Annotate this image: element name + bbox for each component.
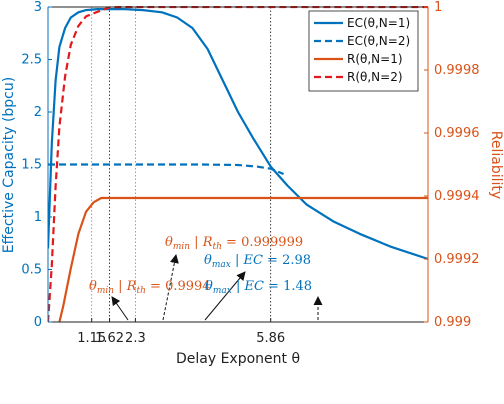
annotation-symbol: θ (204, 253, 212, 268)
x-tick-label: 2.3 (125, 331, 146, 346)
annotation-subscript: max (212, 260, 231, 270)
tick-labels: 0 0.5 1 1.5 2 2.5 3 0.999 0.9992 0.9994 0.9996 0.99… (21, 0, 479, 346)
y-left-tick-label: 2 (34, 105, 42, 120)
annotation-text: θmin | Rth = 0.9994 (89, 279, 211, 296)
annotation-symbol: θ (165, 235, 173, 250)
y-left-tick-label: 1.5 (21, 158, 42, 173)
legend-label: R(θ,N=2) (347, 70, 403, 84)
y-left-axis-label: Effective Capacity (bpcu) (1, 77, 17, 253)
annotation-arrow (162, 254, 179, 321)
annotation-condition: | (232, 279, 245, 294)
annotation-text: θmax | EC = 2.98 (204, 253, 311, 270)
annotation-text: θmin | Rth = 0.999999 (165, 235, 303, 252)
y-right-tick-label: 1 (434, 0, 442, 15)
annotation-var: EC (243, 279, 263, 294)
annotation-symbol: θ (89, 279, 97, 294)
annotation-var: EC (242, 253, 262, 268)
x-axis-label: Delay Exponent θ (176, 351, 300, 367)
y-left-tick-label: 0.5 (21, 263, 42, 278)
y-right-tick-label: 0.999 (434, 315, 471, 330)
annotation-var: R (126, 279, 137, 294)
y-left-tick-label: 0 (34, 315, 42, 330)
annotation-value: = 0.999999 (222, 235, 303, 250)
y-right-tick-label: 0.9994 (434, 189, 480, 204)
annotation-subscript-2: th (137, 286, 146, 296)
annotation-text: θmax | EC = 1.48 (205, 279, 312, 296)
series-line-2 (48, 163, 285, 176)
axes (47, 6, 429, 323)
series-line-3 (58, 196, 428, 322)
annotation-value: = 1.48 (264, 279, 312, 294)
y-left-tick-label: 1 (34, 210, 42, 225)
y-left-tick-label: 2.5 (21, 53, 42, 68)
legend-label: R(θ,N=1) (347, 52, 403, 66)
annotation-condition: | (190, 235, 203, 250)
series-line-1 (48, 8, 428, 261)
x-tick-label: 1.62 (95, 331, 124, 346)
annotation-arrow (111, 296, 129, 321)
x-tick-label: 1.15 (77, 331, 106, 346)
y-right-tick-label: 0.9996 (434, 126, 480, 141)
annotation-value: = 2.98 (263, 253, 311, 268)
legend-label: EC(θ,N=2) (347, 34, 410, 48)
annotation-subscript: min (173, 242, 190, 252)
annotation-symbol: θ (205, 279, 213, 294)
annotation-var: R (202, 235, 213, 250)
annotation-condition: | (114, 279, 127, 294)
y-right-axis-label: Reliability (488, 131, 504, 199)
x-tick-label: 5.86 (256, 331, 285, 346)
annotation-value: = 0.9994 (146, 279, 211, 294)
y-right-tick-label: 0.9998 (434, 63, 480, 78)
annotation-condition: | (231, 253, 244, 268)
legend: EC(θ,N=1) EC(θ,N=2) R(θ,N=1) R(θ,N=2) (308, 10, 419, 92)
y-left-tick-label: 3 (34, 0, 42, 15)
annotation-subscript: max (213, 286, 232, 296)
legend-label: EC(θ,N=1) (347, 16, 410, 30)
annotation-subscript: min (97, 286, 114, 296)
annotation-subscript-2: th (213, 242, 222, 252)
annotation-arrow (204, 271, 246, 321)
y-right-tick-label: 0.9992 (434, 252, 480, 267)
